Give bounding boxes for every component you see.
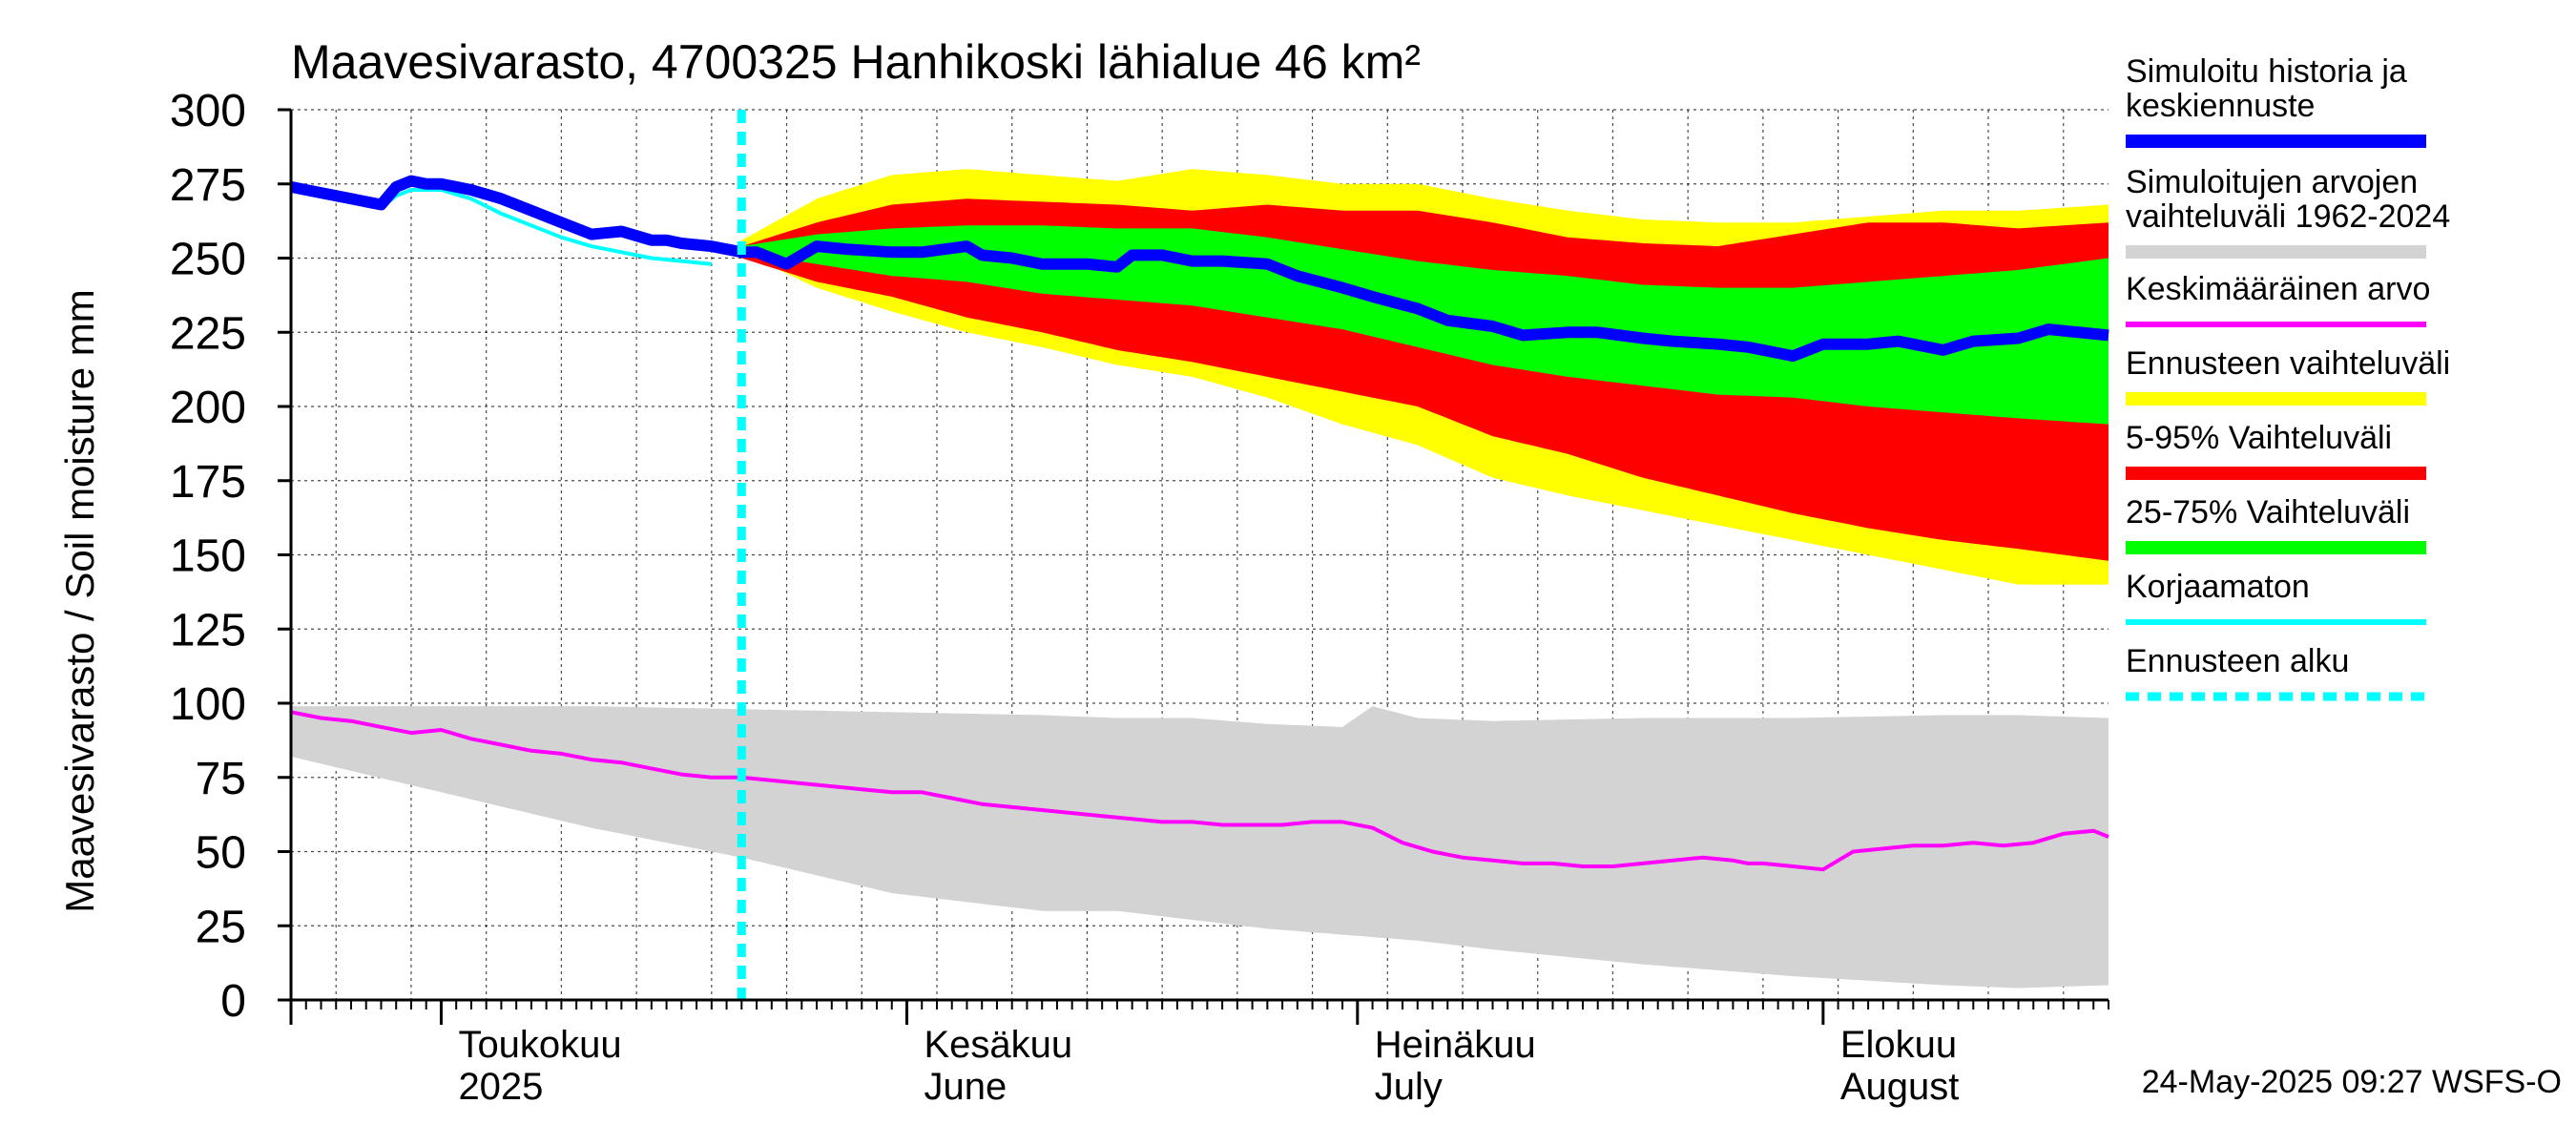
y-tick-label: 200	[170, 383, 246, 433]
y-tick-label: 225	[170, 308, 246, 359]
timestamp-footer: 24-May-2025 09:27 WSFS-O	[2142, 1064, 2562, 1100]
y-tick-label: 75	[196, 754, 246, 804]
x-month-sublabel: July	[1375, 1066, 1443, 1108]
x-month-label: Kesäkuu	[924, 1024, 1072, 1066]
mean-line	[290, 710, 2109, 872]
chart-title: Maavesivarasto, 4700325 Hanhikoski lähia…	[291, 35, 1421, 89]
legend-label: keskiennuste	[2126, 88, 2315, 124]
legend-label: Keskimääräinen arvo	[2126, 271, 2430, 307]
y-tick-label: 250	[170, 235, 246, 285]
legend-label: 25-75% Vaihteluväli	[2126, 494, 2410, 531]
x-month-label: Toukokuu	[458, 1024, 621, 1066]
legend-label: 5-95% Vaihteluväli	[2126, 420, 2392, 456]
y-axis-ticks: 0 25 50 75 100 125 150 175 200 225 250 275 300	[170, 86, 291, 1027]
x-month-sublabel: August	[1840, 1066, 1960, 1108]
x-month-label: Heinäkuu	[1375, 1024, 1536, 1066]
y-tick-label: 150	[170, 531, 246, 582]
y-tick-label: 275	[170, 160, 246, 211]
legend-label: Simuloitujen arvojen	[2126, 164, 2418, 200]
median-forecast-line	[289, 175, 2109, 363]
x-month-label: Elokuu	[1840, 1024, 1957, 1066]
legend-label: Ennusteen alku	[2126, 643, 2349, 679]
legend-label: vaihteluväli 1962-2024	[2126, 198, 2450, 235]
y-tick-label: 300	[170, 86, 246, 136]
y-tick-label: 125	[170, 605, 246, 656]
y-axis-label: Maavesivarasto / Soil moisture mm	[57, 289, 102, 913]
y-tick-label: 50	[196, 828, 246, 879]
legend-label: Simuloitu historia ja	[2126, 53, 2407, 90]
series-lines	[289, 110, 2109, 1000]
y-tick-label: 100	[170, 679, 246, 730]
legend-label: Korjaamaton	[2126, 569, 2310, 605]
legend-label: Ennusteen vaihteluväli	[2126, 345, 2450, 382]
y-tick-label: 0	[220, 976, 246, 1027]
y-tick-label: 25	[196, 902, 246, 952]
x-month-sublabel: 2025	[458, 1066, 543, 1108]
range-25-75-band	[741, 225, 2109, 425]
y-tick-label: 175	[170, 457, 246, 508]
x-month-sublabel: June	[924, 1066, 1007, 1108]
